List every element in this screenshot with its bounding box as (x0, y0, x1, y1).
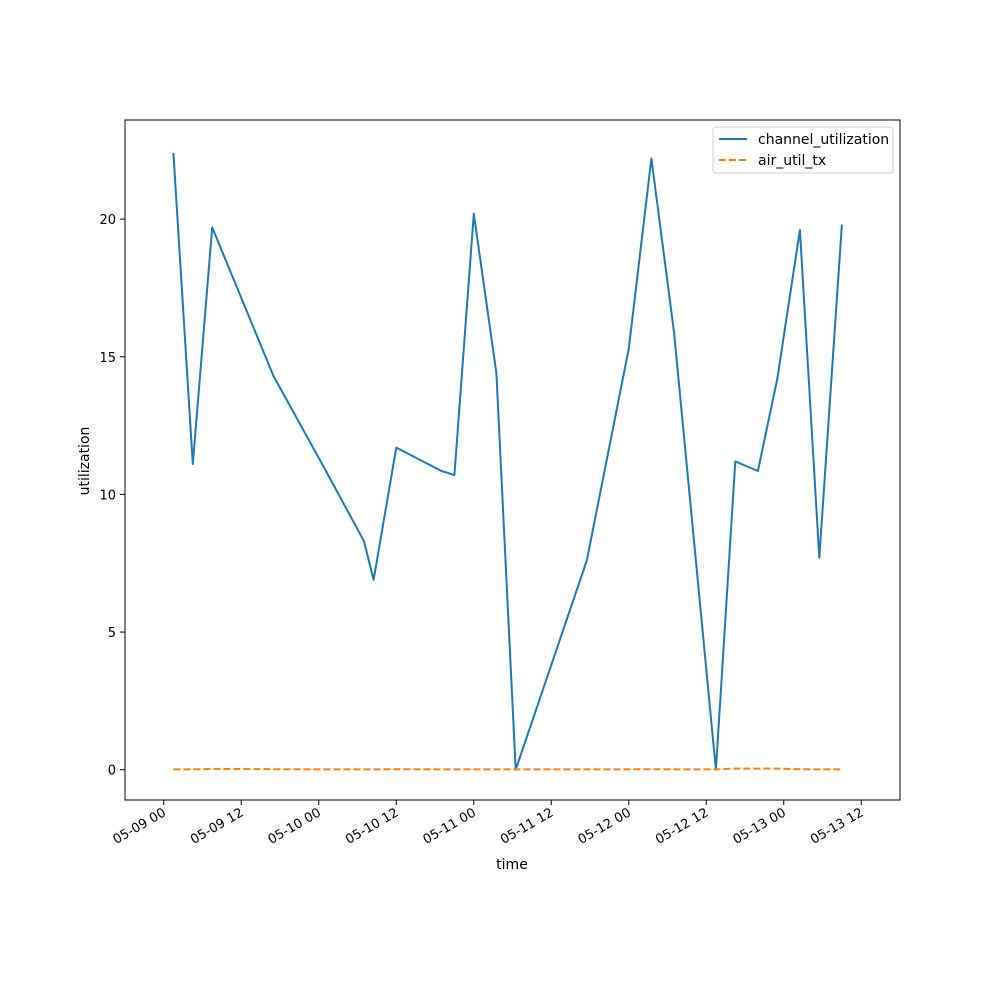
plot-lines (172, 152, 843, 771)
y-tick-label: 0 (108, 764, 116, 779)
legend-box (712, 126, 894, 174)
x-axis-label: time (496, 857, 528, 873)
y-tick-label: 10 (99, 488, 116, 503)
series-line-air-util-tx (173, 767, 842, 771)
legend-label-air-util-tx: air_util_tx (758, 153, 826, 169)
series-line-channel-utilization (172, 152, 843, 771)
y-axis-label: utilization (77, 427, 93, 496)
plot-frame (124, 119, 901, 801)
legend-label-channel-utilization: channel_utilization (758, 132, 889, 148)
y-axis-ticks: 0 5 10 15 20 (99, 213, 125, 779)
y-tick-label: 20 (99, 213, 116, 228)
y-tick-label: 5 (108, 626, 116, 641)
y-tick-label: 15 (99, 351, 116, 366)
legend: channel_utilization air_util_tx (712, 126, 894, 174)
